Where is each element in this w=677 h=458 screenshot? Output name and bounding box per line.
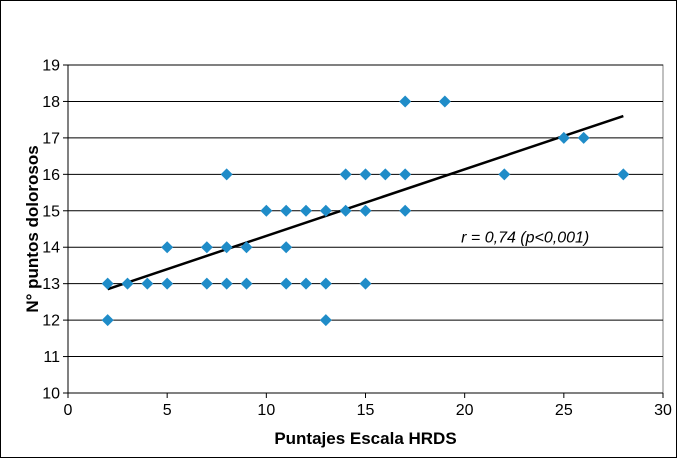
data-point [121,277,134,290]
x-tick-label: 5 [163,402,172,419]
data-point [300,277,312,290]
plot-area [67,64,664,394]
x-tick-label: 20 [456,402,474,419]
x-tick-label: 10 [257,402,275,419]
data-point [319,204,332,217]
data-point [220,241,233,254]
data-point [319,314,332,327]
data-point [240,241,253,254]
data-point [200,277,213,290]
data-points [101,95,630,327]
data-point [339,204,352,217]
trendline [107,114,624,291]
y-tick-label: 17 [42,130,60,147]
data-point [161,277,174,290]
x-tick-label: 15 [357,402,375,419]
data-point [359,204,372,217]
data-point [280,204,293,217]
data-point [498,168,511,181]
data-point [101,277,114,290]
y-tick-label: 19 [42,58,60,75]
data-point [379,168,392,181]
data-point [280,241,293,254]
correlation-annotation: r = 0,74 (p<0,001) [461,229,589,246]
data-point [260,204,273,217]
data-point [141,277,154,290]
data-point [577,131,590,144]
data-point [240,277,253,290]
data-point [399,204,412,217]
data-point [359,168,372,181]
y-tick-label: 13 [42,276,60,293]
y-tick-label: 14 [42,240,60,257]
y-tick-label: 18 [42,94,60,111]
data-point [220,277,233,290]
y-tick-label: 16 [42,167,60,184]
data-point [359,277,372,290]
data-point [399,95,412,108]
data-point [101,314,114,327]
data-point [220,168,233,181]
x-tick-label: 30 [654,402,672,419]
y-tick-label: 11 [43,349,60,366]
data-point [200,241,213,254]
x-tick-label: 0 [64,402,73,419]
y-axis-title: N° puntos dolorosos [23,145,42,312]
y-tick-label: 10 [42,386,60,403]
data-point [557,131,570,144]
y-axis: 10 11 12 13 14 15 16 17 18 19 [42,58,69,403]
data-point [300,204,312,217]
data-point [438,95,451,108]
x-axis: 0 5 10 15 20 25 30 [64,392,672,419]
y-tick-label: 15 [42,203,60,220]
data-point [399,168,412,181]
y-tick-label: 12 [42,313,60,330]
data-point [161,241,174,254]
x-tick-label: 25 [555,402,573,419]
data-point [339,168,352,181]
data-point [280,277,293,290]
x-axis-title: Puntajes Escala HRDS [274,429,456,448]
data-point [319,277,332,290]
data-point [617,168,630,181]
